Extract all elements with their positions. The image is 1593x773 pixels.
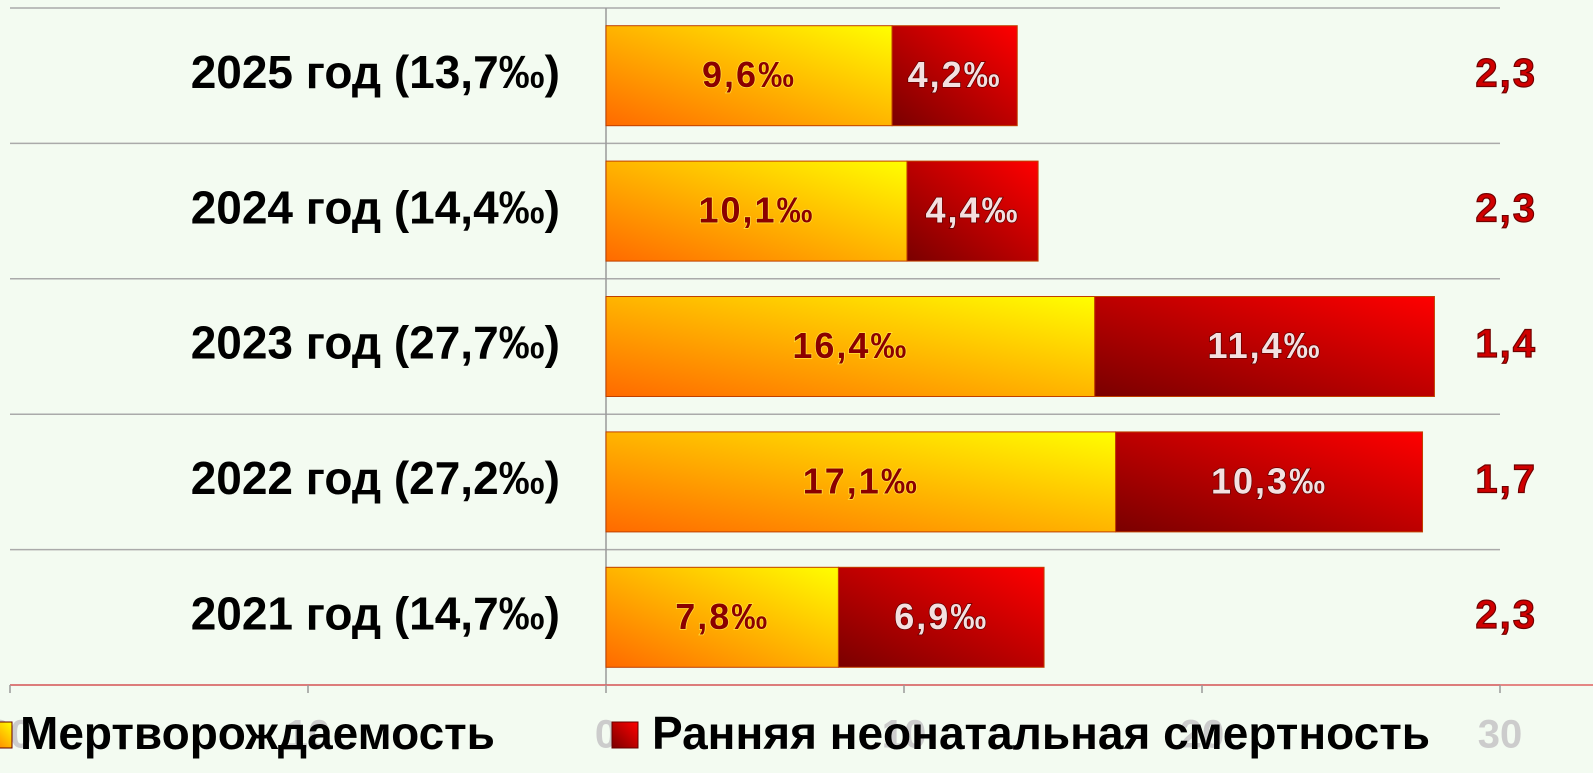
x-tick-label: 10 <box>286 713 331 757</box>
bar-segment <box>605 160 908 262</box>
data-label: 7,8‰ <box>675 596 769 637</box>
category-label: 2023 год (27,7‰) <box>191 317 560 369</box>
data-label: 4,4‰ <box>926 190 1020 231</box>
annotation: 2,3 <box>1475 51 1537 95</box>
legend-label: Ранняя неонатальная смертность <box>652 707 1430 759</box>
data-label: 16,4‰ <box>792 325 908 366</box>
category-label: 2022 год (27,2‰) <box>191 452 560 504</box>
bar-segment <box>837 566 1045 668</box>
legend-swatch <box>611 721 639 749</box>
annotation: 1,7 <box>1475 457 1537 501</box>
bar-segment <box>1115 431 1424 533</box>
bar-segment <box>605 296 1096 397</box>
x-tick-label: 10 <box>882 713 927 757</box>
bar-segment <box>1094 296 1435 397</box>
x-tick-label: 30 <box>1478 713 1523 757</box>
data-label: 10,3‰ <box>1211 460 1327 501</box>
category-label: 2024 год (14,4‰) <box>191 181 560 233</box>
annotation: 2,3 <box>1475 187 1537 231</box>
bar-segment <box>891 25 1018 127</box>
category-label: 2025 год (13,7‰) <box>191 46 560 98</box>
bar-segment <box>605 566 839 668</box>
data-label: 6,9‰ <box>894 596 988 637</box>
data-label: 11,4‰ <box>1208 325 1322 366</box>
x-tick-label: 20 <box>1180 713 1225 757</box>
bar-segment <box>605 25 893 127</box>
data-label: 17,1‰ <box>803 460 919 501</box>
annotation: 2,3 <box>1475 593 1537 637</box>
legend-label: Мертворождаемость <box>20 707 495 759</box>
data-label: 4,2‰ <box>908 54 1002 95</box>
legend-swatch <box>0 721 13 749</box>
data-label: 10,1‰ <box>698 190 814 231</box>
data-label: 9,6‰ <box>702 54 796 95</box>
bar-segment <box>906 160 1039 262</box>
category-label: 2021 год (14,7‰) <box>191 587 560 639</box>
annotation: 1,4 <box>1475 322 1537 366</box>
